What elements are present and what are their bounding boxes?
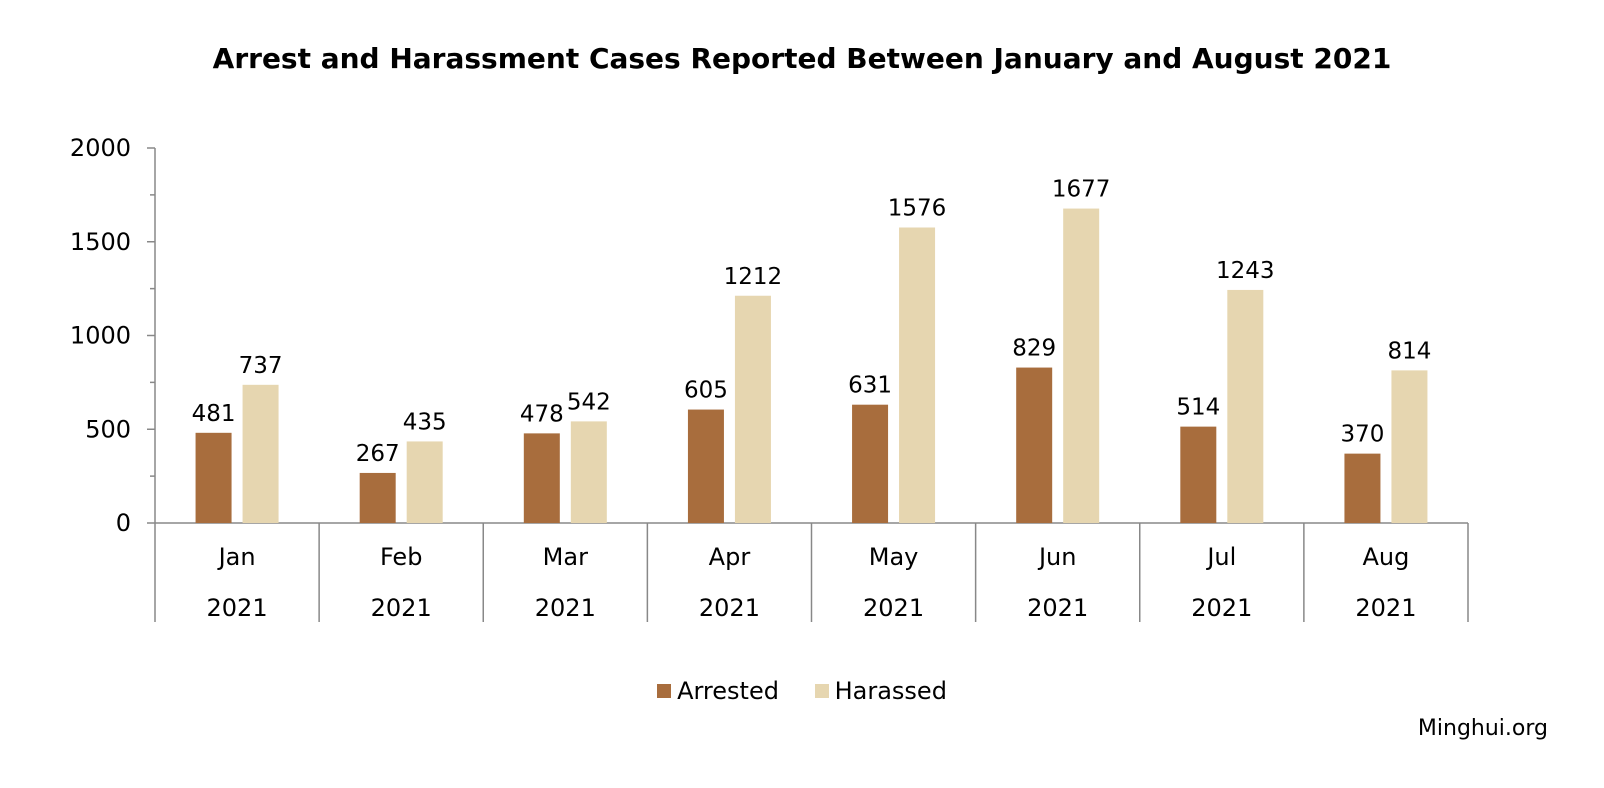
y-tick-label: 1500 (70, 228, 131, 256)
x-tick-label-year: 2021 (699, 594, 760, 622)
data-label-arrested: 514 (1176, 395, 1220, 421)
legend-swatch-harassed (814, 684, 829, 698)
x-tick-label-year: 2021 (1191, 594, 1252, 622)
x-tick-label-year: 2021 (371, 594, 432, 622)
x-tick-label-month: Jan (217, 543, 256, 571)
y-tick-label: 2000 (70, 134, 131, 162)
data-label-arrested: 481 (192, 401, 236, 427)
bar-harassed (242, 384, 279, 523)
data-label-harassed: 1212 (724, 264, 783, 290)
bar-harassed (570, 421, 607, 523)
legend: Arrested Harassed (0, 676, 1604, 705)
x-tick-label-month: May (869, 543, 919, 571)
bar-harassed (1227, 289, 1264, 523)
x-tick-label-month: Jul (1205, 543, 1236, 571)
bar-arrested (1016, 367, 1053, 523)
legend-item-harassed: Harassed (814, 677, 947, 705)
x-tick-label-month: Feb (380, 543, 423, 571)
source-label: Minghui.org (1417, 716, 1548, 741)
bar-arrested (687, 409, 724, 523)
x-tick-label-month: Aug (1363, 543, 1410, 571)
legend-label-arrested: Arrested (677, 677, 779, 705)
x-tick-label-year: 2021 (1027, 594, 1088, 622)
data-label-harassed: 814 (1387, 338, 1431, 364)
bar-arrested (1180, 426, 1217, 523)
x-tick-label-month: Apr (709, 543, 751, 571)
data-label-arrested: 829 (1012, 336, 1056, 362)
data-label-harassed: 1677 (1052, 177, 1111, 203)
legend-item-arrested: Arrested (657, 677, 779, 705)
x-tick-label-month: Jun (1037, 543, 1077, 571)
data-label-arrested: 631 (848, 373, 892, 399)
bar-harassed (899, 227, 936, 523)
data-label-arrested: 605 (684, 378, 728, 404)
data-label-harassed: 1576 (888, 196, 947, 222)
data-label-arrested: 370 (1340, 422, 1384, 448)
bar-harassed (734, 295, 771, 523)
x-tick-label-year: 2021 (1355, 594, 1416, 622)
data-label-harassed: 435 (403, 409, 447, 435)
data-label-harassed: 737 (239, 353, 283, 379)
x-tick-label-year: 2021 (207, 594, 268, 622)
legend-swatch-arrested (657, 684, 672, 698)
x-tick-label-month: Mar (543, 543, 588, 571)
bar-harassed (1391, 370, 1428, 523)
data-label-arrested: 267 (356, 441, 400, 467)
chart-title: Arrest and Harassment Cases Reported Bet… (212, 42, 1392, 75)
bar-arrested (359, 472, 396, 523)
y-tick-label: 500 (85, 415, 131, 443)
x-tick-label-year: 2021 (863, 594, 924, 622)
bar-arrested (195, 432, 232, 523)
y-tick-label: 1000 (70, 322, 131, 350)
data-label-arrested: 478 (520, 401, 564, 427)
data-label-harassed: 1243 (1216, 258, 1275, 284)
legend-label-harassed: Harassed (834, 677, 947, 705)
bar-harassed (1063, 208, 1100, 523)
bar-arrested (852, 404, 889, 523)
bar-harassed (406, 441, 443, 523)
x-tick-label-year: 2021 (535, 594, 596, 622)
data-label-harassed: 542 (567, 389, 611, 415)
bar-arrested (523, 433, 560, 523)
y-tick-label: 0 (116, 509, 131, 537)
bar-arrested (1344, 453, 1381, 523)
